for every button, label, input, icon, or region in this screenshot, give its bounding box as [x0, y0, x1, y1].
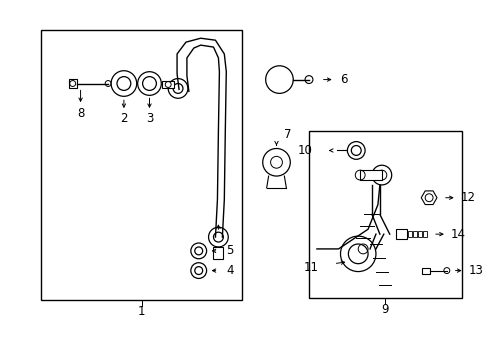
- Bar: [422, 267, 430, 274]
- Text: 8: 8: [77, 107, 84, 120]
- Text: 10: 10: [298, 144, 313, 157]
- Text: 9: 9: [382, 303, 389, 316]
- Bar: [309, 131, 462, 298]
- Bar: [395, 229, 408, 239]
- Bar: [162, 81, 174, 89]
- Bar: [418, 231, 422, 237]
- Bar: [360, 170, 382, 180]
- Text: 5: 5: [226, 244, 234, 257]
- Text: 11: 11: [304, 261, 319, 274]
- Bar: [423, 231, 427, 237]
- Text: 13: 13: [468, 264, 483, 277]
- Bar: [41, 30, 242, 300]
- Text: 1: 1: [138, 305, 146, 319]
- Text: 6: 6: [341, 73, 348, 86]
- Text: 3: 3: [146, 112, 153, 125]
- Bar: [69, 78, 76, 89]
- Text: 2: 2: [120, 112, 128, 125]
- Text: 4: 4: [226, 264, 234, 277]
- Text: 7: 7: [284, 128, 292, 141]
- Text: 14: 14: [451, 228, 466, 240]
- Bar: [409, 231, 413, 237]
- Text: 12: 12: [461, 191, 476, 204]
- Bar: [214, 247, 223, 259]
- Bar: [414, 231, 417, 237]
